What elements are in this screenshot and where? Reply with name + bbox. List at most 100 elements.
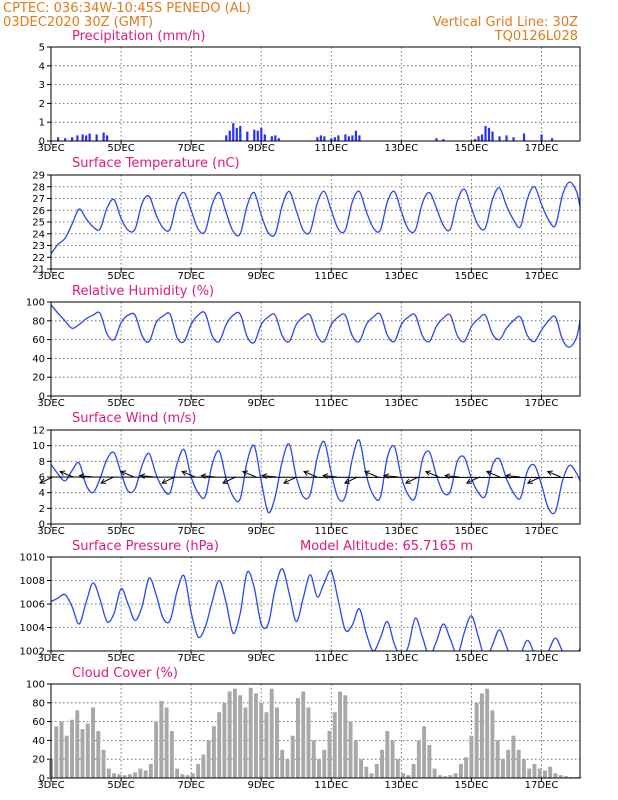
rh-title: Relative Humidity (%) bbox=[72, 284, 214, 299]
precip-bar bbox=[522, 133, 526, 141]
wind-arrow-head bbox=[242, 470, 249, 476]
cloud-bar bbox=[96, 731, 101, 778]
cloud-y-tick-label: 40 bbox=[32, 736, 45, 747]
temp-y-tick-label: 26 bbox=[32, 206, 45, 217]
precip-bar bbox=[319, 135, 322, 141]
wind-arrow-head bbox=[181, 470, 188, 476]
rh-x-tick-label: 3DEC bbox=[37, 398, 64, 409]
wind-arrow bbox=[120, 471, 135, 478]
temp-x-tick-label: 9DEC bbox=[248, 271, 275, 282]
precip-bar bbox=[95, 134, 98, 141]
cloud-bar bbox=[296, 698, 300, 778]
cloud-x-tick-label: 15DEC bbox=[455, 780, 489, 791]
precip-bar bbox=[253, 129, 256, 141]
cloud-bar bbox=[54, 726, 59, 778]
cloud-x-tick-label: 3DEC bbox=[37, 780, 64, 791]
cloud-bar bbox=[548, 766, 553, 778]
rh-y-tick-label: 60 bbox=[32, 335, 45, 346]
wind-line bbox=[51, 439, 580, 515]
rh-x-tick-label: 11DEC bbox=[314, 398, 348, 409]
cloud-bar bbox=[164, 707, 169, 778]
wind-y-tick-label: 4 bbox=[39, 488, 45, 499]
cloud-bar bbox=[532, 763, 537, 778]
cloud-bar bbox=[474, 702, 479, 778]
precip-bar bbox=[473, 139, 477, 141]
wind-arrow-head bbox=[200, 473, 207, 479]
cloud-bar bbox=[427, 745, 432, 778]
precip-bar bbox=[344, 134, 347, 141]
cloud-bar bbox=[511, 735, 516, 778]
cloud-bar bbox=[301, 691, 306, 778]
wind-arrow-head bbox=[505, 473, 511, 479]
wind-arrow bbox=[222, 476, 236, 484]
rh-x-tick-label: 15DEC bbox=[455, 398, 489, 409]
temp-x-tick-label: 7DEC bbox=[177, 271, 204, 282]
wind-arrow-head bbox=[383, 473, 390, 479]
cloud-bar bbox=[264, 712, 269, 778]
cloud-bar bbox=[380, 749, 385, 778]
wind-arrow bbox=[486, 471, 500, 478]
cloud-bar bbox=[390, 740, 395, 778]
pressure-annotation: Model Altitude: 65.7165 m bbox=[300, 539, 473, 554]
rh-y-tick-label: 20 bbox=[32, 373, 45, 384]
cloud-bar bbox=[317, 759, 321, 778]
cloud-x-tick-label: 17DEC bbox=[525, 780, 559, 791]
precip-bar bbox=[351, 135, 354, 141]
temp-y-tick-label: 25 bbox=[32, 218, 45, 229]
wind-y-tick-label: 0 bbox=[39, 520, 45, 531]
cloud-bar bbox=[369, 773, 374, 778]
cloud-bar bbox=[196, 763, 201, 778]
precip-y-tick-label: 5 bbox=[39, 43, 45, 54]
cloud-bar bbox=[343, 695, 348, 778]
precip-bar bbox=[435, 138, 438, 141]
wind-arrow-head bbox=[222, 478, 229, 484]
cloud-bar bbox=[495, 740, 500, 778]
pressure-x-tick-label: 13DEC bbox=[384, 653, 418, 664]
wind-arrow bbox=[201, 475, 216, 478]
precip-bar bbox=[316, 137, 319, 141]
cloud-bar bbox=[543, 770, 547, 778]
temp-y-tick-label: 27 bbox=[32, 194, 45, 205]
wind-arrow-head bbox=[78, 473, 85, 479]
wind-arrow-head bbox=[485, 470, 492, 476]
temp-line bbox=[51, 181, 580, 255]
pressure-y-tick-label: 1008 bbox=[20, 576, 45, 587]
header-model-code: TQ0126L028 bbox=[494, 29, 578, 44]
cloud-bar bbox=[485, 688, 490, 778]
cloud-bar bbox=[443, 776, 448, 778]
cloud-bar bbox=[311, 740, 316, 778]
wind-frame bbox=[50, 429, 581, 525]
rh-x-tick-label: 5DEC bbox=[107, 398, 134, 409]
pressure-x-tick-label: 3DEC bbox=[37, 653, 64, 664]
precip-bar bbox=[225, 135, 228, 141]
pressure-y-tick-label: 1002 bbox=[20, 647, 45, 658]
precip-bar bbox=[512, 137, 515, 141]
cloud-x-tick-label: 11DEC bbox=[314, 780, 348, 791]
temp-x-tick-label: 5DEC bbox=[107, 271, 134, 282]
precip-bar bbox=[333, 137, 336, 141]
cloud-y-tick-label: 100 bbox=[26, 680, 45, 691]
wind-arrow-head bbox=[100, 478, 107, 484]
precip-frame bbox=[50, 46, 581, 142]
cloud-bar bbox=[59, 721, 64, 778]
precip-bar bbox=[239, 125, 242, 141]
temp-x-tick-label: 13DEC bbox=[384, 271, 418, 282]
wind-arrow-head bbox=[139, 473, 146, 479]
precip-bar bbox=[106, 135, 109, 141]
precip-bar bbox=[256, 130, 259, 141]
rh-y-tick-label: 80 bbox=[32, 316, 45, 327]
rh-x-tick-label: 17DEC bbox=[525, 398, 559, 409]
cloud-bar bbox=[322, 749, 327, 778]
wind-arrow-head bbox=[404, 478, 411, 484]
rh-x-tick-label: 13DEC bbox=[384, 398, 418, 409]
cloud-bar bbox=[190, 773, 195, 778]
cloud-bar bbox=[385, 731, 390, 778]
cloud-bar bbox=[395, 759, 400, 778]
cloud-bar bbox=[448, 775, 453, 778]
wind-y-tick-label: 6 bbox=[39, 473, 45, 484]
precip-x-tick-label: 7DEC bbox=[177, 143, 204, 154]
precip-y-tick-label: 3 bbox=[39, 80, 45, 91]
precip-x-tick-label: 3DEC bbox=[37, 143, 64, 154]
temp-y-tick-label: 29 bbox=[32, 171, 45, 182]
pressure-panel: 1002 1004 1006 1008 1010 3DEC 5DEC 7DEC 9DEC 11DE… bbox=[20, 539, 581, 664]
